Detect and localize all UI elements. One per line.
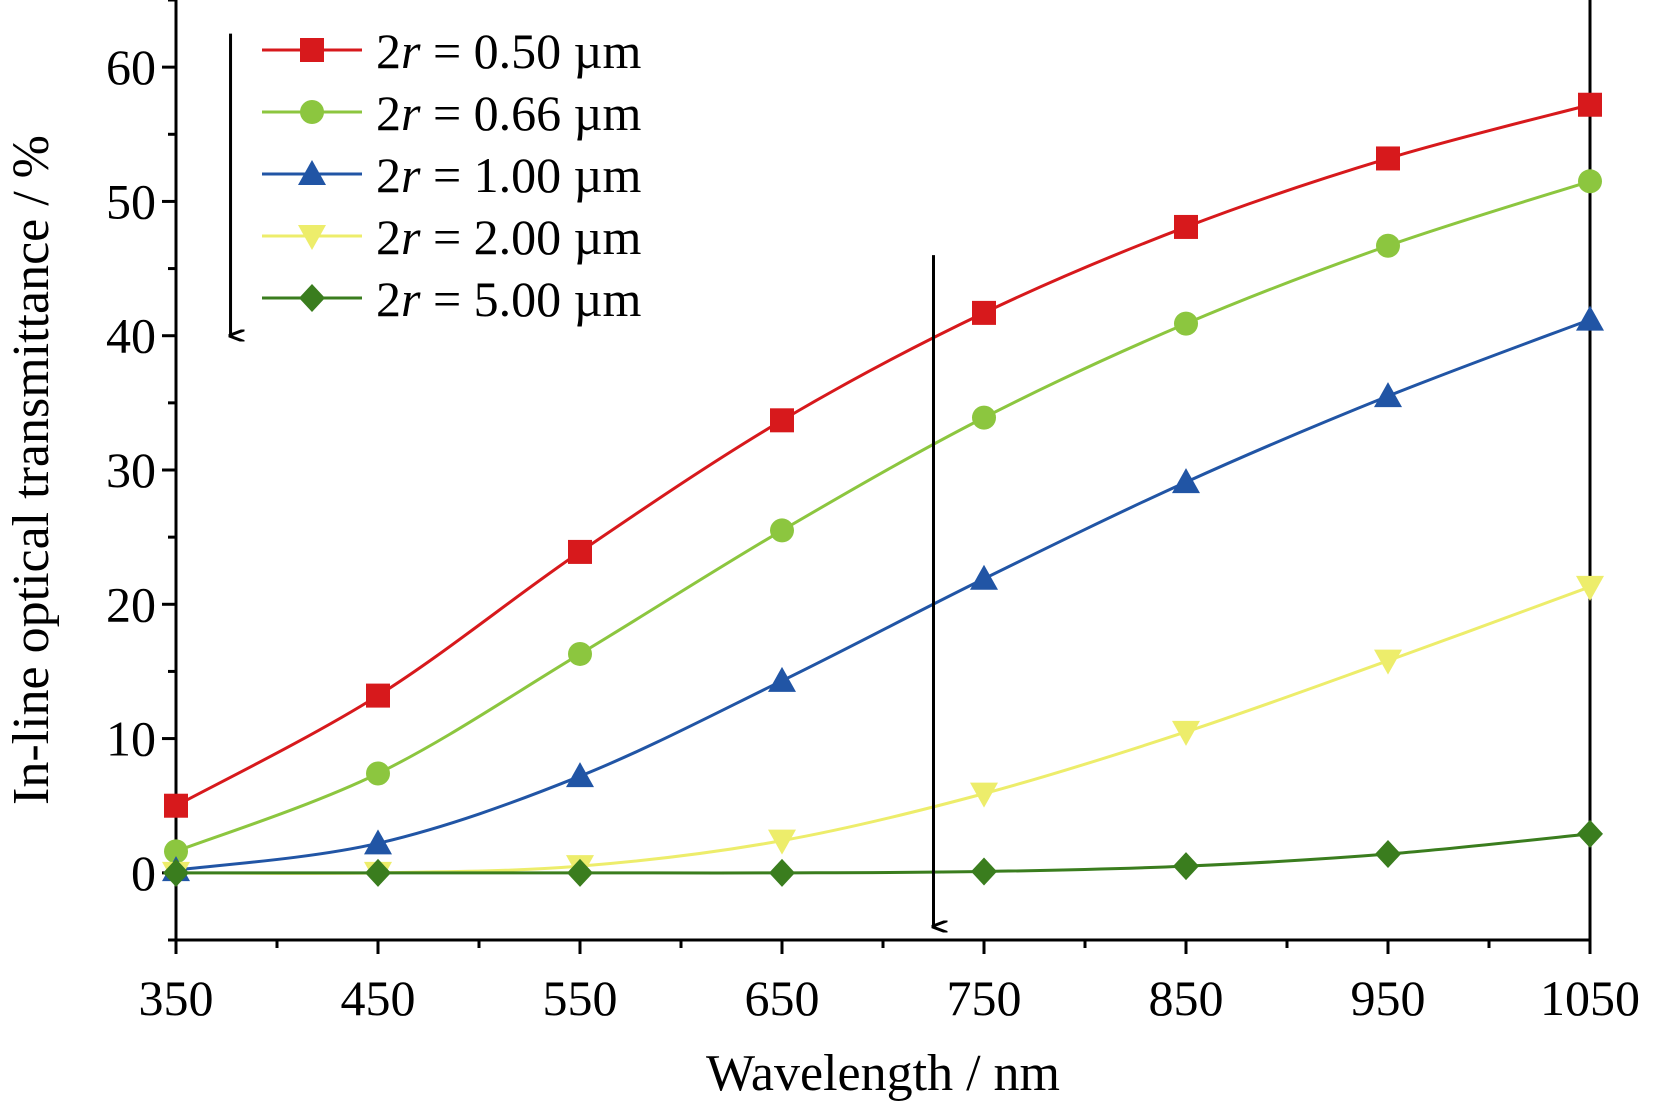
y-tick-label: 20	[106, 576, 156, 632]
x-tick-label: 950	[1351, 970, 1426, 1026]
series-layer	[162, 92, 1604, 887]
y-tick-label: 60	[106, 39, 156, 95]
data-point	[365, 858, 391, 887]
x-tick-label: 650	[745, 970, 820, 1026]
data-point	[1376, 146, 1400, 171]
legend-item-5: 2r = 5.00 µm	[262, 271, 641, 327]
data-point	[366, 761, 390, 786]
legend-label: 2r = 2.00 µm	[376, 209, 641, 265]
data-point	[1576, 305, 1604, 331]
data-point	[567, 858, 593, 887]
x-tick-label: 750	[947, 970, 1022, 1026]
legend-item-3: 2r = 1.00 µm	[262, 147, 641, 203]
legend-item-2: 2r = 0.66 µm	[262, 85, 641, 141]
data-point	[1374, 649, 1402, 675]
series-2	[164, 169, 1602, 864]
series-5	[163, 819, 1603, 887]
plot-area: 350 450 550 650 750 850 950 1050 0 10 20 30 40 50 60	[106, 0, 1640, 1026]
legend-label: 2r = 0.50 µm	[376, 23, 641, 79]
data-point	[1174, 311, 1198, 336]
annotation-layer	[231, 33, 934, 927]
data-point	[1375, 840, 1401, 869]
legend-marker	[298, 225, 326, 250]
y-tick-label: 0	[131, 845, 156, 901]
data-point	[1578, 169, 1602, 194]
data-point	[1376, 233, 1400, 258]
data-point	[1374, 382, 1402, 408]
legend-marker	[299, 284, 325, 312]
series-line	[175, 179, 1591, 853]
series-line	[175, 103, 1591, 808]
data-point	[972, 405, 996, 430]
data-point	[769, 858, 795, 887]
series-3	[162, 305, 1604, 882]
data-point	[1174, 214, 1198, 239]
data-point	[768, 829, 796, 855]
data-point	[1173, 852, 1199, 881]
data-point	[1577, 819, 1603, 848]
y-tick-label: 40	[106, 308, 156, 364]
legend-item-4: 2r = 2.00 µm	[262, 209, 641, 265]
legend-label: 2r = 5.00 µm	[376, 271, 641, 327]
data-point	[970, 782, 998, 808]
data-point	[971, 857, 997, 886]
data-point	[768, 666, 796, 692]
series-line	[175, 318, 1591, 872]
data-point	[770, 408, 794, 433]
data-point	[366, 683, 390, 708]
data-point	[1172, 468, 1200, 494]
y-tick-label: 10	[106, 711, 156, 767]
legend-marker	[300, 100, 324, 124]
data-point	[164, 839, 188, 864]
data-point	[1576, 575, 1604, 601]
data-point	[164, 793, 188, 818]
data-point	[566, 762, 594, 788]
x-tick-label: 550	[543, 970, 618, 1026]
legend: 2r = 0.50 µm 2r = 0.66 µm 2r = 1.00 µm 2r =…	[262, 23, 641, 327]
legend-item-1: 2r = 0.50 µm	[262, 23, 641, 79]
x-tick-label: 450	[341, 970, 416, 1026]
y-axis-title: In-line optical transmittance / %	[3, 135, 60, 805]
legend-label: 2r = 1.00 µm	[376, 147, 641, 203]
data-point	[970, 564, 998, 590]
legend-marker	[300, 38, 324, 62]
plot-frame	[174, 0, 1592, 942]
x-axis-title: Wavelength / nm	[706, 1045, 1060, 1102]
y-tick-label: 30	[106, 442, 156, 498]
legend-marker	[298, 160, 326, 185]
x-tick-label: 350	[139, 970, 214, 1026]
data-point	[1578, 92, 1602, 117]
series-line	[176, 832, 1591, 875]
x-tick-label: 1050	[1540, 970, 1640, 1026]
data-point	[568, 539, 592, 564]
data-point	[770, 518, 794, 543]
x-tick-label: 850	[1149, 970, 1224, 1026]
legend-label: 2r = 0.66 µm	[376, 85, 641, 141]
data-point	[972, 300, 996, 325]
y-tick-label: 50	[106, 173, 156, 229]
data-point	[163, 858, 189, 887]
data-point	[1172, 720, 1200, 746]
data-point	[568, 641, 592, 666]
data-point	[364, 829, 392, 855]
series-1	[164, 92, 1602, 818]
